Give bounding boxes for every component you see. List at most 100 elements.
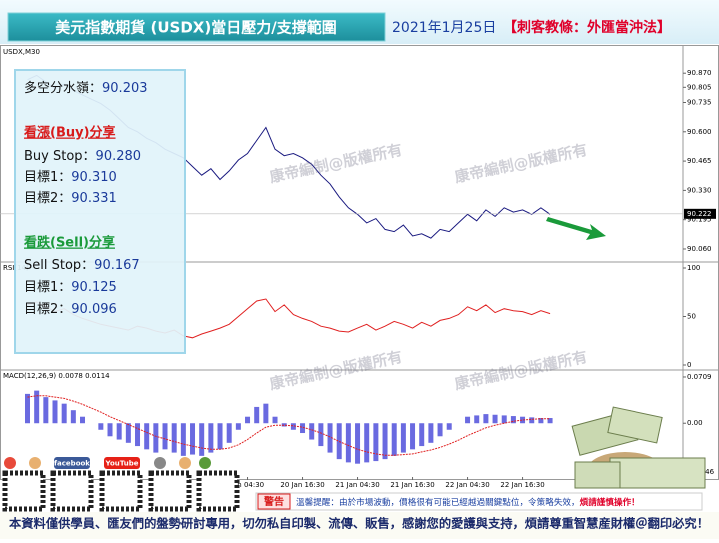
icon — [29, 457, 41, 469]
value: 90.125 — [71, 280, 117, 295]
y-tick-label: 0 — [687, 361, 691, 369]
trend-arrow — [546, 217, 606, 240]
qr-code — [99, 470, 143, 512]
bar — [327, 423, 333, 453]
y-tick-label: 90.600 — [687, 128, 712, 136]
bar — [107, 423, 113, 437]
current-price-label: 90.222 — [687, 210, 712, 218]
bar — [318, 423, 324, 447]
footer-bg — [0, 512, 719, 539]
bar — [52, 400, 58, 424]
warning-bg — [255, 492, 703, 511]
bar — [171, 423, 177, 453]
buy-heading: 看漲(Buy)分享 — [24, 125, 116, 141]
icon — [154, 457, 166, 469]
bar — [235, 423, 241, 430]
bar — [492, 414, 498, 424]
bar — [281, 423, 287, 427]
y-tick-label: 90.465 — [687, 157, 712, 165]
social-label: YouTube — [105, 460, 139, 468]
bar — [208, 423, 214, 453]
x-tick-label: Jan 04:30 — [230, 481, 264, 489]
panel-label: MACD(12,26,9) 0.0078 0.0114 — [3, 372, 110, 380]
buy-line: 目標2：90.331 — [24, 191, 117, 206]
current-price-box — [684, 208, 716, 219]
bar — [98, 423, 104, 430]
panel-label: USDX,M30 — [3, 48, 40, 56]
y-tick-label: 90.330 — [687, 186, 712, 194]
sell-line: 目標1：90.125 — [24, 280, 117, 295]
bar — [309, 423, 315, 440]
banknote — [607, 406, 663, 444]
qr-code — [196, 470, 240, 512]
bar — [190, 423, 196, 455]
bar — [419, 423, 425, 447]
warning-badge — [257, 493, 291, 510]
bar — [116, 423, 122, 440]
plots: 90.870 90.805 90.735 90.600 90.465 90.330 90.1… — [0, 69, 716, 489]
title-box — [7, 12, 386, 42]
title: 美元指數期貨 (USDX)當日壓力/支撐範圍 — [55, 19, 336, 37]
bar — [245, 416, 251, 424]
sell-heading: 看跌(Sell)分享 — [24, 235, 115, 251]
x-tick-label: 21 Jan 16:30 — [390, 481, 434, 489]
bar — [520, 416, 526, 424]
date: 2021年1月25日 — [392, 20, 496, 36]
bar — [364, 423, 370, 463]
bar — [272, 416, 278, 424]
bar — [400, 423, 406, 453]
bar — [43, 397, 49, 424]
y-tick-label: 90.735 — [687, 99, 712, 107]
bar — [428, 423, 434, 443]
icon — [4, 457, 16, 469]
bar — [125, 423, 131, 443]
value: 90.167 — [94, 258, 140, 273]
warning-emphasis: 煩請謹慎操作！ — [580, 496, 640, 508]
info-panel — [14, 69, 186, 354]
bar — [80, 416, 86, 424]
label: 目標2： — [24, 191, 71, 206]
series-line — [27, 395, 551, 456]
money-graphic — [571, 406, 706, 489]
slogan: 【刺客教條：外匯當沖法】 — [503, 19, 671, 36]
x-tick-label: 20 Jan 16:30 — [280, 481, 324, 489]
bar — [474, 415, 480, 424]
y-tick-label: 90.195 — [687, 216, 712, 224]
bar — [254, 406, 260, 424]
icon — [104, 457, 140, 469]
buy-line: 目標1：90.310 — [24, 170, 117, 185]
warning-body: 溫馨提醒：由於市場波動，價格很有可能已經越過關鍵點位，令策略失效， — [296, 496, 580, 508]
y-tick-label: 90.060 — [687, 245, 712, 253]
warning-bar: 警告 溫馨提醒：由於市場波動，價格很有可能已經越過關鍵點位，令策略失效，煩請謹慎… — [255, 492, 703, 511]
x-tick-label: 21 Jan 04:30 — [335, 481, 379, 489]
warning-text: 溫馨提醒：由於市場波動，價格很有可能已經越過關鍵點位，令策略失效，煩請謹慎操作！ — [296, 496, 640, 508]
pivot: 多空分水嶺：90.203 — [24, 80, 148, 96]
bar — [382, 423, 388, 460]
bar — [510, 416, 516, 424]
social-row: facebook YouTube — [2, 457, 240, 512]
banknote — [609, 457, 706, 489]
value: 90.310 — [71, 170, 117, 185]
bar — [144, 423, 150, 450]
bar — [153, 423, 159, 453]
social-label: facebook — [54, 460, 90, 468]
label: Sell Stop： — [24, 258, 94, 273]
bar — [135, 423, 141, 447]
bar — [25, 393, 31, 424]
y-tick-label: 0.00 — [687, 419, 703, 427]
label: 目標1： — [24, 170, 71, 185]
bar — [345, 423, 351, 463]
icon — [199, 457, 211, 469]
x-tick-label: 22 Jan 16:30 — [500, 481, 544, 489]
y-tick-label: 50 — [687, 313, 696, 321]
bar — [162, 423, 168, 450]
bar — [529, 417, 535, 424]
bar — [547, 418, 553, 424]
bar — [355, 423, 361, 464]
icon — [179, 457, 191, 469]
qr-code — [50, 470, 94, 512]
bar — [290, 423, 296, 430]
bar — [465, 416, 471, 424]
sell-line: Sell Stop：90.167 — [24, 258, 140, 273]
bar — [410, 423, 416, 450]
